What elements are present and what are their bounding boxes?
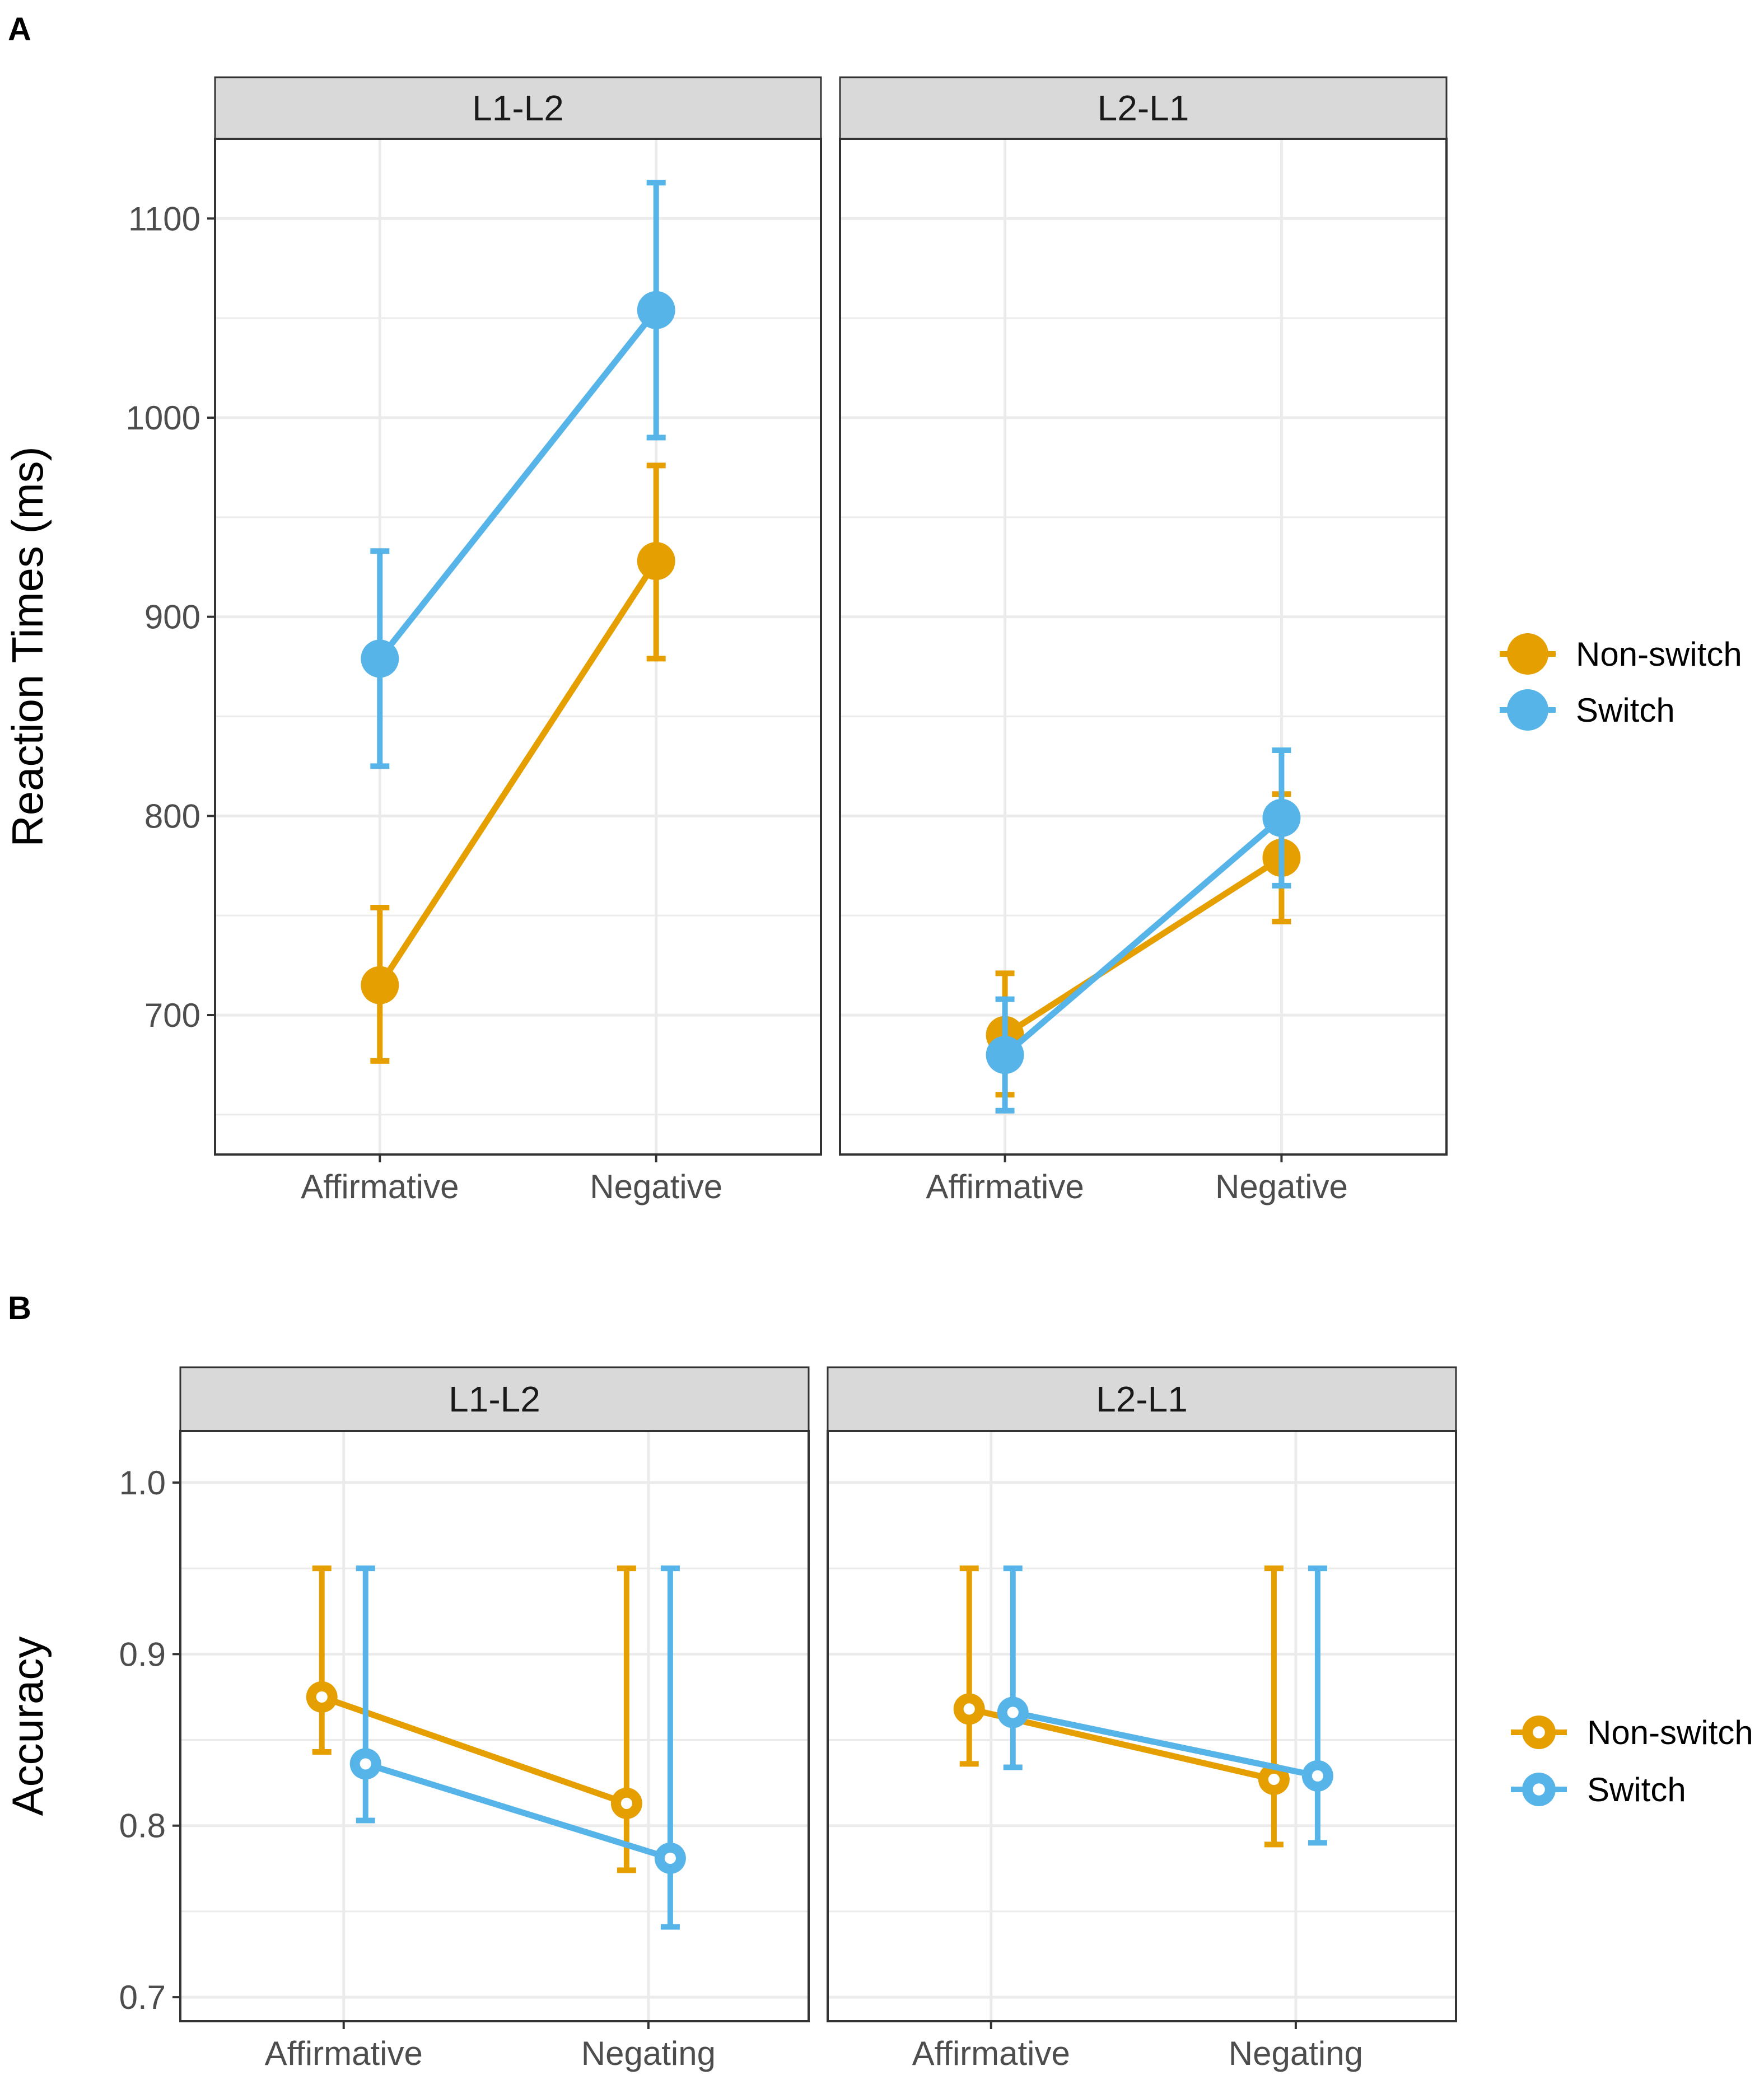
series-Switch	[361, 180, 675, 769]
x-tick-label: Negating	[1229, 2035, 1363, 2072]
y-axis-label: Accuracy	[3, 1637, 52, 1816]
data-point	[1262, 798, 1301, 837]
series-line	[1002, 815, 1284, 1058]
series-line	[377, 559, 659, 987]
y-tick-label: 0.9	[119, 1635, 166, 1673]
facet-strip-label: L1-L2	[472, 88, 564, 128]
series-Switch	[997, 1565, 1333, 1846]
series-line	[365, 1761, 671, 1862]
facet-strip	[827, 1366, 1457, 1432]
series-line	[377, 308, 659, 661]
legend-marker	[1507, 689, 1548, 731]
data-point-hole	[620, 1797, 632, 1809]
legend-label: Non-switch	[1587, 1714, 1753, 1751]
y-tick-label: 800	[144, 797, 200, 835]
data-point	[361, 639, 399, 678]
legend-marker-hole	[1533, 1783, 1545, 1796]
series-Switch	[986, 747, 1301, 1114]
y-axis-label: Reaction Times (ms)	[3, 446, 52, 847]
legend-label: Non-switch	[1576, 635, 1742, 673]
facet-L2-L1: L2-L1 Affirmative Negating	[827, 1366, 1457, 2072]
facet-strip-label: L2-L1	[1096, 1379, 1188, 1419]
series-line	[320, 1694, 628, 1807]
facet-strip	[839, 76, 1448, 140]
data-point	[361, 966, 399, 1004]
data-point-hole	[360, 1758, 371, 1770]
panel-letter: A	[8, 11, 31, 48]
y-tick-label: 700	[144, 997, 200, 1034]
legend-label: Switch	[1576, 691, 1675, 729]
data-point-hole	[316, 1691, 328, 1703]
facet-strip-label: L1-L2	[449, 1379, 540, 1419]
y-tick-label: 0.8	[119, 1807, 166, 1845]
series-line	[1003, 855, 1284, 1038]
chart-A: A Reaction Times (ms) L1-L2 700 800 900 1000 11…	[3, 11, 1742, 1205]
data-point-hole	[1268, 1773, 1280, 1785]
legend-marker	[1507, 633, 1548, 675]
x-tick-label: Affirmative	[265, 2035, 423, 2072]
panel-border	[214, 138, 822, 1156]
series-line	[1012, 1709, 1319, 1779]
data-point-hole	[1312, 1770, 1323, 1782]
data-point	[986, 1036, 1024, 1074]
legend: Non-switch Switch	[1500, 633, 1742, 731]
y-tick-label: 0.7	[119, 1979, 166, 2016]
series-Switch	[349, 1565, 686, 1930]
facet-L1-L2: L1-L2 0.7 0.8 0.9 1.0 Affirmative Negating	[119, 1366, 810, 2072]
x-tick-label: Affirmative	[301, 1168, 459, 1205]
panel-letter: B	[8, 1290, 31, 1326]
data-point-hole	[664, 1852, 676, 1864]
data-point-hole	[1007, 1707, 1019, 1718]
facet-strip	[179, 1366, 810, 1432]
legend-marker-hole	[1533, 1726, 1545, 1738]
panel-border	[839, 138, 1448, 1156]
x-tick-label: Affirmative	[926, 1168, 1084, 1205]
y-tick-label: 1.0	[119, 1464, 166, 1502]
facet-strip	[214, 76, 822, 140]
y-tick-label: 900	[144, 599, 200, 636]
data-point	[637, 291, 675, 329]
chart-B: B Accuracy L1-L2 0.7 0.8 0.9 1.0 Affirmative Neg…	[3, 1290, 1753, 2072]
data-point	[637, 542, 675, 581]
y-tick-label: 1100	[128, 200, 200, 237]
panel-border	[827, 1430, 1457, 2022]
series-Non-switch	[361, 462, 675, 1064]
facet-strip-label: L2-L1	[1098, 88, 1189, 128]
facet-L2-L1: L2-L1 Affirmative Negative	[839, 76, 1448, 1205]
legend: Non-switch Switch	[1511, 1714, 1753, 1808]
x-tick-label: Negative	[1215, 1168, 1348, 1205]
series-Non-switch	[306, 1565, 642, 1873]
x-tick-label: Negative	[590, 1168, 722, 1205]
facet-L1-L2: L1-L2 700 800 900 1000 1100 Affirmative Negativ…	[126, 76, 822, 1205]
x-tick-label: Affirmative	[912, 2035, 1070, 2072]
data-point-hole	[963, 1703, 975, 1715]
panel-border	[179, 1430, 810, 2022]
legend-label: Switch	[1587, 1771, 1686, 1808]
x-tick-label: Negating	[581, 2035, 716, 2072]
y-tick-label: 1000	[126, 399, 200, 437]
